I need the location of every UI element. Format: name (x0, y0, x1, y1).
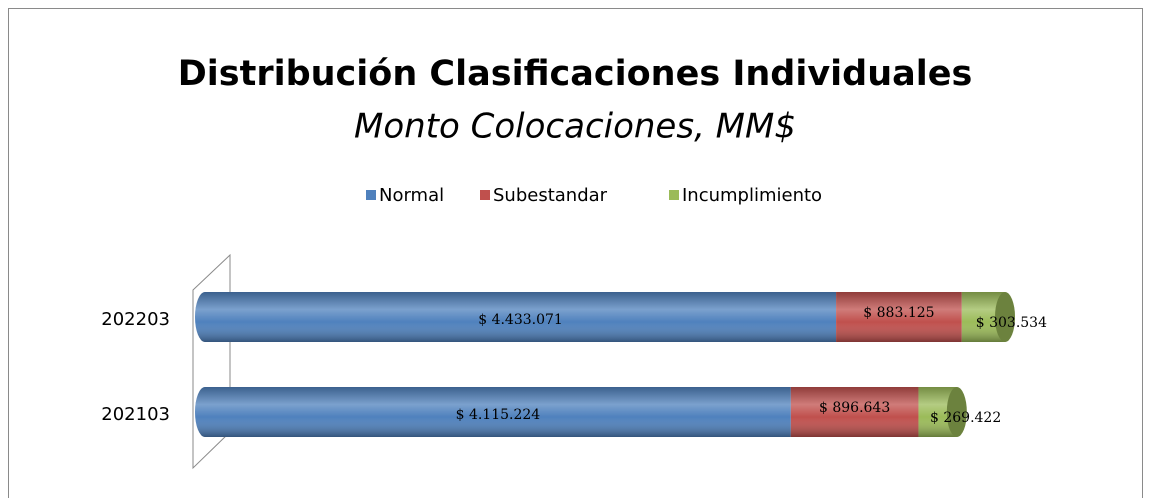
chart-border (8, 8, 1143, 498)
legend-swatch (366, 190, 376, 200)
value-label: $ 4.433.071 (478, 312, 563, 328)
value-label: $ 896.643 (819, 400, 890, 416)
bar-end-shade (995, 292, 1015, 342)
bar-shade (790, 387, 919, 437)
bar-end (995, 292, 1015, 342)
bar-shade (836, 292, 962, 342)
bar-end (946, 387, 967, 437)
bar-shade (205, 292, 837, 342)
legend-label: Incumplimiento (682, 185, 822, 206)
chart-subtitle: Monto Colocaciones, MM$ (354, 107, 796, 147)
value-label: $ 303.534 (976, 315, 1047, 331)
legend-swatch (480, 190, 490, 200)
value-label: $ 4.115.224 (456, 407, 541, 423)
bar-shade (205, 387, 791, 437)
legend-label: Subestandar (493, 185, 608, 206)
legend-label: Normal (379, 185, 444, 206)
y-tick-label: 202203 (101, 309, 170, 330)
chart-title: Distribución Clasificaciones Individuale… (178, 54, 973, 94)
legend-swatch (669, 190, 679, 200)
bar-end-shade (946, 387, 967, 437)
value-label: $ 269.422 (930, 410, 1001, 426)
y-tick-label: 202103 (101, 404, 170, 425)
value-label: $ 883.125 (863, 305, 934, 321)
